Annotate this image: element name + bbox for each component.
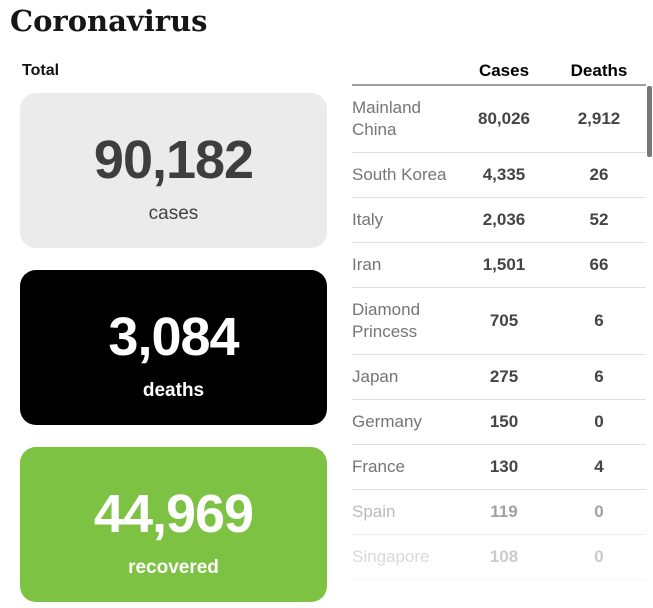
cases-value: 108 xyxy=(489,547,519,566)
deaths-total-label: deaths xyxy=(142,379,205,401)
recovered-total-value: 44,969 xyxy=(93,483,254,544)
cases-value: 80,026 xyxy=(478,109,530,128)
cases-value: 1,501 xyxy=(482,255,526,274)
table-row: Iran 1,501 66 xyxy=(352,243,646,288)
stat-card-deaths: 3,084 deaths xyxy=(20,270,327,425)
table-row: Germany 150 0 xyxy=(352,400,646,445)
summary-panel: Total 90,182 cases 3,084 deaths 44,969 r… xyxy=(20,62,327,608)
deaths-value: 4 xyxy=(594,457,604,476)
stat-card-recovered: 44,969 recovered xyxy=(20,447,327,602)
table-row: South Korea 4,335 26 xyxy=(352,153,646,198)
table-row: Spain 119 0 xyxy=(352,490,646,535)
table-row: France 130 4 xyxy=(352,445,646,490)
deaths-value: 6 xyxy=(594,311,604,330)
deaths-value: 6 xyxy=(594,367,604,386)
stat-card-cases: 90,182 cases xyxy=(20,93,327,248)
deaths-value: 0 xyxy=(594,502,604,521)
region-name: South Korea xyxy=(352,165,447,184)
country-table: Cases Deaths Mainland China 80,026 2,912… xyxy=(352,60,646,580)
region-name: Diamond Princess xyxy=(352,300,421,341)
deaths-value: 66 xyxy=(589,255,609,274)
region-name: Japan xyxy=(352,367,399,386)
deaths-value: 26 xyxy=(589,165,609,184)
cases-column-header: Cases xyxy=(478,61,530,80)
deaths-column-header: Deaths xyxy=(570,61,628,80)
deaths-value: 0 xyxy=(594,412,604,431)
table-row: Mainland China 80,026 2,912 xyxy=(352,86,646,153)
page-title: Coronavirus xyxy=(10,4,208,38)
region-name: Spain xyxy=(352,502,396,521)
cases-total-label: cases xyxy=(148,202,199,224)
cases-total-value: 90,182 xyxy=(93,129,254,190)
region-name: Iran xyxy=(352,255,382,274)
table-row: Japan 275 6 xyxy=(352,355,646,400)
total-heading: Total xyxy=(22,62,60,79)
region-name: Italy xyxy=(352,210,384,229)
cases-value: 705 xyxy=(489,311,519,330)
cases-value: 4,335 xyxy=(482,165,526,184)
deaths-value: 52 xyxy=(589,210,609,229)
cases-value: 275 xyxy=(489,367,519,386)
region-name: Mainland China xyxy=(352,98,421,139)
deaths-value: 0 xyxy=(594,547,604,566)
cases-value: 130 xyxy=(489,457,519,476)
region-name: Singapore xyxy=(352,547,430,566)
table-scrollbar-thumb[interactable] xyxy=(647,86,652,157)
region-name: Germany xyxy=(352,412,422,431)
recovered-total-label: recovered xyxy=(128,556,219,578)
table-body[interactable]: Mainland China 80,026 2,912 South Korea … xyxy=(352,86,646,580)
deaths-value: 2,912 xyxy=(577,109,621,128)
cases-value: 2,036 xyxy=(482,210,526,229)
cases-value: 150 xyxy=(489,412,519,431)
cases-value: 119 xyxy=(490,502,518,521)
table-row: Singapore 108 0 xyxy=(352,535,646,580)
table-header: Cases Deaths xyxy=(352,60,646,86)
region-name: France xyxy=(352,457,405,476)
deaths-total-value: 3,084 xyxy=(108,306,239,367)
table-row: Diamond Princess 705 6 xyxy=(352,288,646,355)
table-row: Italy 2,036 52 xyxy=(352,198,646,243)
